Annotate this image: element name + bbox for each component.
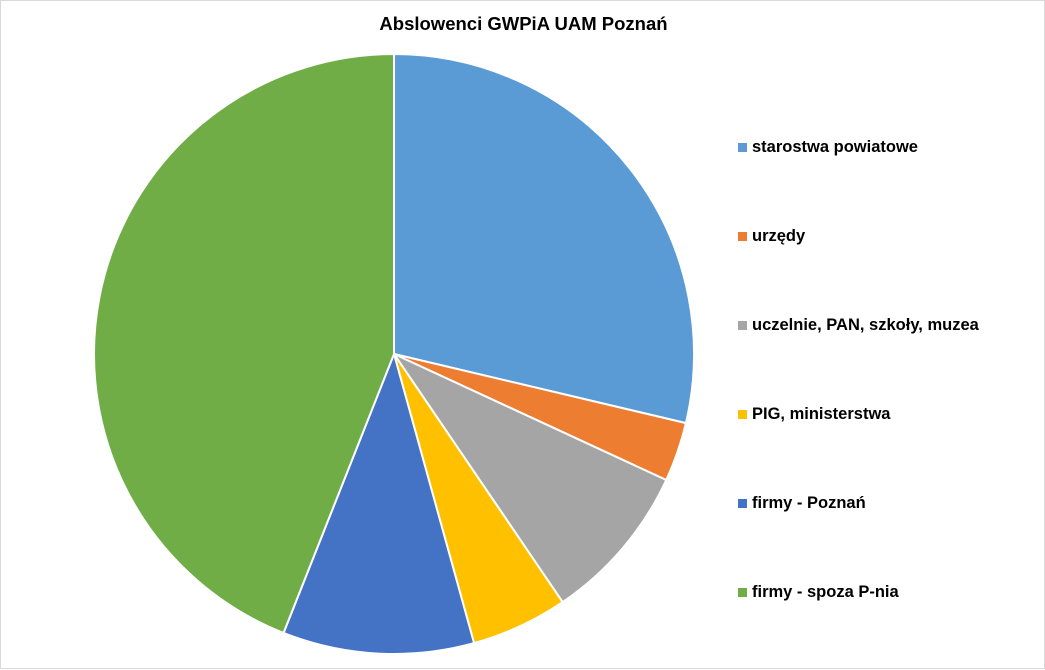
legend-swatch xyxy=(738,588,747,597)
legend-swatch xyxy=(738,410,747,419)
legend-label: urzędy xyxy=(752,227,806,245)
pie-slice-3 xyxy=(391,351,668,604)
legend-item: starostwa powiatowe xyxy=(738,138,918,157)
legend-item: firmy - Poznań xyxy=(738,494,866,513)
legend-item: PIG, ministerstwa xyxy=(738,405,890,424)
legend-item: urzędy xyxy=(738,227,805,246)
legend-label: firmy - spoza P-nia xyxy=(752,583,899,601)
legend-label: PIG, ministerstwa xyxy=(752,405,891,423)
pie-slice-1 xyxy=(393,52,695,425)
pie-slice-5 xyxy=(282,350,476,655)
legend-item: firmy - spoza P-nia xyxy=(738,583,899,602)
legend-label: firmy - Poznań xyxy=(752,494,866,512)
legend-swatch xyxy=(738,232,747,241)
legend-swatch xyxy=(738,499,747,508)
legend-item: uczelnie, PAN, szkoły, muzea xyxy=(738,316,979,335)
legend-swatch xyxy=(738,143,747,152)
pie-slice-6 xyxy=(93,52,395,635)
legend-swatch xyxy=(738,321,747,330)
chart-title: Abslowenci GWPiA UAM Poznań xyxy=(379,13,668,34)
legend-label: starostwa powiatowe xyxy=(752,138,918,156)
legend-label: uczelnie, PAN, szkoły, muzea xyxy=(752,316,979,334)
